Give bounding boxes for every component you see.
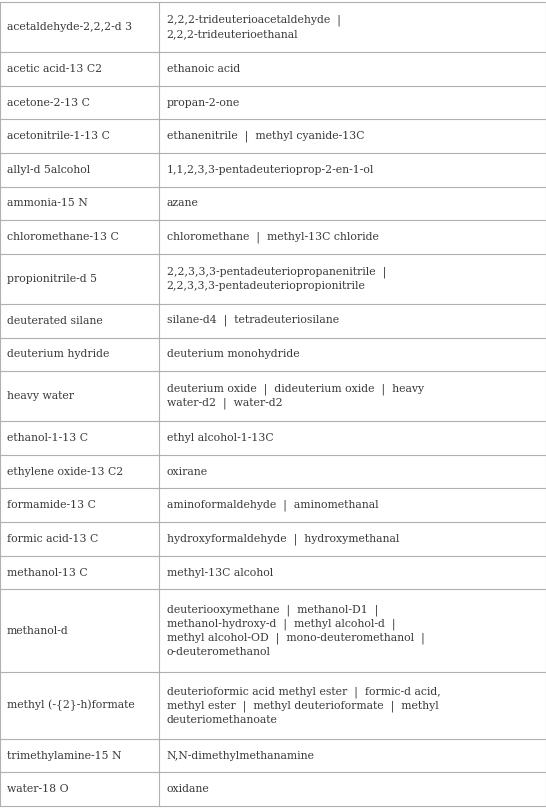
Text: methanol-d: methanol-d	[7, 626, 68, 636]
Text: ethylene oxide-13 C2: ethylene oxide-13 C2	[7, 467, 123, 477]
Text: methanol-13 C: methanol-13 C	[7, 567, 87, 578]
Text: chloromethane  |  methyl-13C chloride: chloromethane | methyl-13C chloride	[167, 231, 378, 242]
Text: water-18 O: water-18 O	[7, 785, 68, 794]
Text: 2,2,3,3,3-pentadeuteriopropanenitrile  |
2,2,3,3,3-pentadeuteriopropionitrile: 2,2,3,3,3-pentadeuteriopropanenitrile | …	[167, 267, 386, 291]
Text: allyl-d 5alcohol: allyl-d 5alcohol	[7, 165, 90, 175]
Text: ammonia-15 N: ammonia-15 N	[7, 199, 87, 208]
Text: methyl (-{2}-h)formate: methyl (-{2}-h)formate	[7, 700, 134, 711]
Text: ethanenitrile  |  methyl cyanide-13C: ethanenitrile | methyl cyanide-13C	[167, 130, 364, 142]
Text: deuterium oxide  |  dideuterium oxide  |  heavy
water-d2  |  water-d2: deuterium oxide | dideuterium oxide | he…	[167, 383, 424, 409]
Text: oxirane: oxirane	[167, 467, 207, 477]
Text: oxidane: oxidane	[167, 785, 209, 794]
Text: formamide-13 C: formamide-13 C	[7, 500, 96, 511]
Text: deuteriooxymethane  |  methanol-D1  |
methanol-hydroxy-d  |  methyl alcohol-d  |: deuteriooxymethane | methanol-D1 | metha…	[167, 604, 424, 657]
Text: ethanoic acid: ethanoic acid	[167, 64, 240, 74]
Text: ethanol-1-13 C: ethanol-1-13 C	[7, 433, 87, 443]
Text: silane-d4  |  tetradeuteriosilane: silane-d4 | tetradeuteriosilane	[167, 315, 339, 326]
Text: deuterium hydride: deuterium hydride	[7, 349, 109, 360]
Text: acetone-2-13 C: acetone-2-13 C	[7, 98, 90, 107]
Text: formic acid-13 C: formic acid-13 C	[7, 534, 98, 544]
Text: 2,2,2-trideuterioacetaldehyde  |
2,2,2-trideuterioethanal: 2,2,2-trideuterioacetaldehyde | 2,2,2-tr…	[167, 15, 340, 39]
Text: heavy water: heavy water	[7, 391, 74, 402]
Text: chloromethane-13 C: chloromethane-13 C	[7, 232, 118, 242]
Text: azane: azane	[167, 199, 198, 208]
Text: 1,1,2,3,3-pentadeuterioprop-2-en-1-ol: 1,1,2,3,3-pentadeuterioprop-2-en-1-ol	[167, 165, 374, 175]
Text: acetaldehyde-2,2,2-d 3: acetaldehyde-2,2,2-d 3	[7, 22, 132, 32]
Text: trimethylamine-15 N: trimethylamine-15 N	[7, 751, 121, 760]
Text: deuterated silane: deuterated silane	[7, 316, 102, 326]
Text: N,N-dimethylmethanamine: N,N-dimethylmethanamine	[167, 751, 314, 760]
Text: deuterioformic acid methyl ester  |  formic-d acid,
methyl ester  |  methyl deut: deuterioformic acid methyl ester | formi…	[167, 686, 440, 725]
Text: aminoformaldehyde  |  aminomethanal: aminoformaldehyde | aminomethanal	[167, 499, 378, 511]
Text: acetic acid-13 C2: acetic acid-13 C2	[7, 64, 102, 74]
Text: deuterium monohydride: deuterium monohydride	[167, 349, 299, 360]
Text: ethyl alcohol-1-13C: ethyl alcohol-1-13C	[167, 433, 273, 443]
Text: acetonitrile-1-13 C: acetonitrile-1-13 C	[7, 131, 109, 141]
Text: methyl-13C alcohol: methyl-13C alcohol	[167, 567, 273, 578]
Text: propan-2-one: propan-2-one	[167, 98, 240, 107]
Text: propionitrile-d 5: propionitrile-d 5	[7, 274, 97, 284]
Text: hydroxyformaldehyde  |  hydroxymethanal: hydroxyformaldehyde | hydroxymethanal	[167, 533, 399, 545]
